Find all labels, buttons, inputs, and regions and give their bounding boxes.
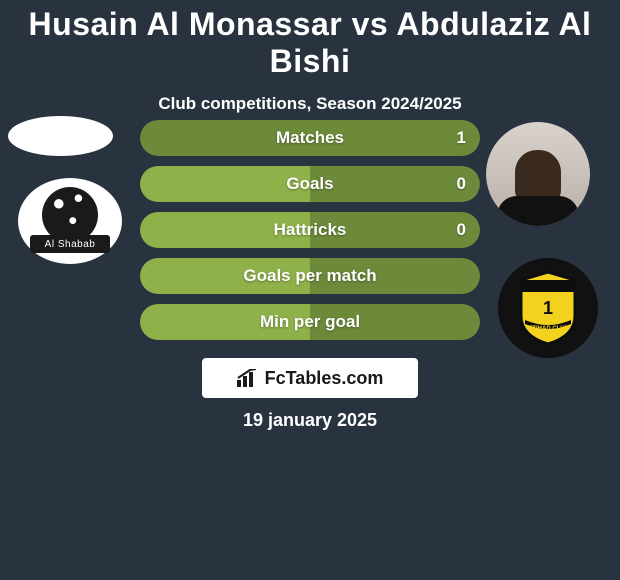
stat-label: Matches [276,128,344,148]
stat-label: Hattricks [274,220,347,240]
stat-row: Goals 0 [140,166,480,202]
ittihad-shield-icon: 1 ITTIHAD CLUB [517,270,579,346]
player-silhouette-icon [515,150,561,208]
stat-label: Goals per match [243,266,376,286]
stat-right-value: 0 [457,220,466,240]
stat-row: Hattricks 0 [140,212,480,248]
alshabab-label: Al Shabab [30,235,110,253]
club-right-logo: 1 ITTIHAD CLUB [498,258,598,358]
comparison-card: Husain Al Monassar vs Abdulaziz Al Bishi… [0,0,620,580]
stat-right-value: 1 [457,128,466,148]
stats-column: Matches 1 Goals 0 Hattricks 0 Goals per match M… [140,120,480,350]
stat-row: Matches 1 [140,120,480,156]
stat-label: Min per goal [260,312,360,332]
stat-row: Goals per match [140,258,480,294]
player-left-avatar-placeholder [8,116,113,156]
player-right-avatar [486,122,590,226]
page-title: Husain Al Monassar vs Abdulaziz Al Bishi [0,0,620,80]
stat-right-value: 0 [457,174,466,194]
brand-text: FcTables.com [265,368,384,389]
svg-text:ITTIHAD CLUB: ITTIHAD CLUB [527,326,570,332]
alshabab-logo: Al Shabab [30,181,110,261]
stat-row: Min per goal [140,304,480,340]
brand-badge: FcTables.com [202,358,418,398]
svg-text:1: 1 [543,298,553,318]
bar-chart-icon [237,369,259,387]
club-left-logo: Al Shabab [18,178,122,264]
subtitle: Club competitions, Season 2024/2025 [0,94,620,114]
footer-date: 19 january 2025 [0,410,620,431]
stat-label: Goals [286,174,333,194]
